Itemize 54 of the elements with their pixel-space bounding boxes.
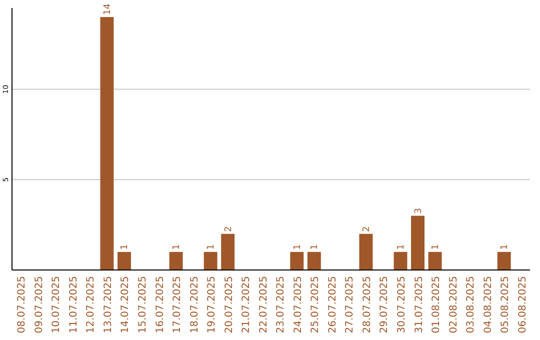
x-tick-label: 03.08.2025 bbox=[466, 276, 477, 334]
data-label: 1 bbox=[206, 244, 217, 250]
bar bbox=[428, 252, 442, 270]
x-tick-label: 11.07.2025 bbox=[68, 276, 80, 334]
bar bbox=[359, 234, 373, 270]
x-tick-label: 22.07.2025 bbox=[258, 276, 270, 334]
x-tick-label: 21.07.2025 bbox=[241, 276, 252, 334]
x-tick-label: 30.07.2025 bbox=[396, 276, 408, 334]
bar bbox=[169, 252, 183, 270]
x-tick-label: 14.07.2025 bbox=[120, 276, 132, 334]
x-tick-label: 29.07.2025 bbox=[379, 276, 390, 334]
x-tick-label: 06.08.2025 bbox=[517, 276, 528, 334]
x-tick-label: 25.07.2025 bbox=[310, 276, 322, 334]
data-label: 2 bbox=[224, 226, 234, 232]
x-tick-label: 02.08.2025 bbox=[448, 276, 460, 334]
data-label: 2 bbox=[362, 226, 372, 232]
x-tick-label: 17.07.2025 bbox=[172, 276, 184, 334]
x-tick-label: 19.07.2025 bbox=[206, 276, 218, 334]
bar bbox=[307, 252, 321, 270]
x-tick-label: 23.07.2025 bbox=[276, 276, 287, 334]
data-label: 1 bbox=[396, 244, 406, 250]
bar bbox=[221, 234, 235, 270]
bar bbox=[204, 252, 218, 270]
bar bbox=[497, 252, 511, 270]
x-tick-label: 27.07.2025 bbox=[344, 276, 356, 334]
bar bbox=[290, 252, 304, 270]
x-tick-label: 12.07.2025 bbox=[86, 276, 97, 334]
data-label: 1 bbox=[292, 244, 303, 250]
x-tick-label: 31.07.2025 bbox=[414, 276, 425, 334]
x-tick-label: 08.07.2025 bbox=[16, 276, 28, 334]
bar bbox=[100, 17, 114, 270]
x-tick-label: 26.07.2025 bbox=[327, 276, 338, 334]
data-label: 1 bbox=[172, 244, 182, 250]
x-tick-label: 24.07.2025 bbox=[292, 276, 304, 334]
bar bbox=[411, 216, 424, 270]
data-label: 1 bbox=[500, 244, 510, 250]
x-tick-label: 04.08.2025 bbox=[482, 276, 494, 334]
bar bbox=[394, 252, 408, 270]
data-label: 3 bbox=[414, 208, 424, 214]
bar bbox=[118, 252, 131, 270]
x-tick-label: 15.07.2025 bbox=[138, 276, 148, 334]
x-tick-label: 16.07.2025 bbox=[154, 276, 166, 334]
x-tick-label: 01.08.2025 bbox=[431, 276, 442, 334]
data-label: 1 bbox=[310, 244, 320, 250]
data-label: 14 bbox=[102, 3, 113, 16]
x-tick-label: 20.07.2025 bbox=[224, 276, 235, 334]
x-tick-label: 09.07.2025 bbox=[34, 276, 45, 334]
x-tick-label: 10.07.2025 bbox=[51, 276, 62, 334]
data-label: 1 bbox=[431, 244, 442, 250]
x-tick-label: 13.07.2025 bbox=[102, 276, 114, 334]
x-tick-label: 05.08.2025 bbox=[500, 276, 512, 334]
x-tick-label: 18.07.2025 bbox=[189, 276, 200, 334]
data-label: 1 bbox=[120, 244, 130, 250]
x-tick-label: 28.07.2025 bbox=[362, 276, 373, 334]
